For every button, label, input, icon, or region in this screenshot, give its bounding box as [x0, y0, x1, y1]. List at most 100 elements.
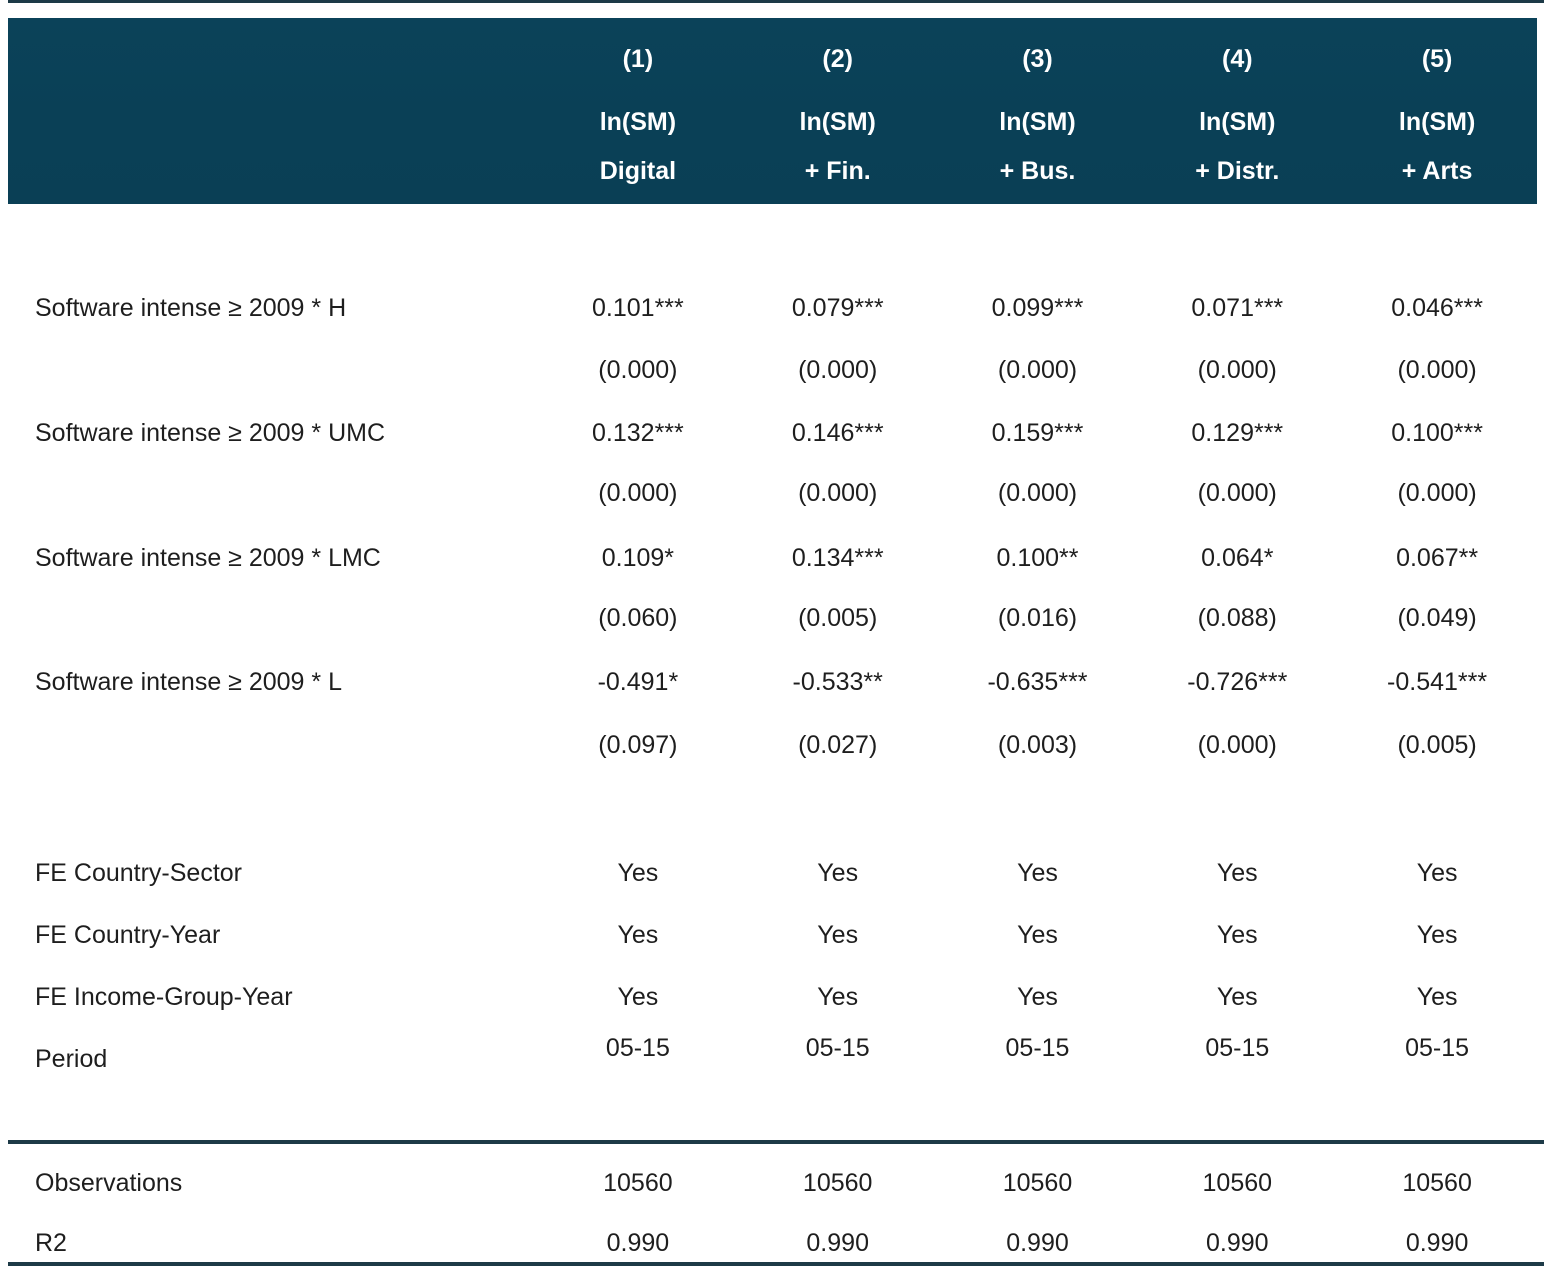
estimate-cell: -0.635***	[987, 668, 1088, 696]
table-row: (0.000) (0.000) (0.000) (0.000) (0.000)	[8, 479, 1537, 507]
spec-value-cell: Yes	[1216, 859, 1258, 887]
table-row: FE Income-Group-Year Yes Yes Yes Yes Yes	[8, 983, 1537, 1011]
table-header: (1) ln(SM) Digital (2) ln(SM) + Fin. (3)…	[8, 18, 1537, 204]
header-col-1: (1) ln(SM) Digital	[538, 18, 738, 204]
pvalue-cell: (0.005)	[1397, 731, 1477, 759]
header-col-2: (2) ln(SM) + Fin.	[738, 18, 938, 204]
stat-value-cell: 10560	[1002, 1169, 1073, 1197]
bottom-rule	[8, 1262, 1544, 1266]
estimate-cell: 0.100***	[1391, 419, 1483, 447]
column-label: + Distr.	[1195, 157, 1280, 185]
estimate-cell: -0.533**	[792, 668, 883, 696]
estimate-cell: 0.101***	[592, 294, 684, 322]
estimate-cell: -0.726***	[1187, 668, 1288, 696]
estimate-cell: 0.159***	[991, 419, 1084, 447]
row-label: FE Country-Year	[35, 921, 221, 949]
table-row: Software intense ≥ 2009 * H 0.101*** 0.0…	[8, 294, 1537, 322]
row-label-empty	[8, 356, 538, 384]
table-row: Software intense ≥ 2009 * LMC 0.109* 0.1…	[8, 544, 1537, 572]
column-number: (3)	[1022, 45, 1053, 73]
estimate-cell: 0.134***	[791, 544, 884, 572]
stat-value-cell: 0.990	[1405, 1229, 1469, 1257]
row-label: Software intense ≥ 2009 * L	[35, 668, 342, 696]
estimate-cell: -0.491*	[597, 668, 679, 696]
stat-value-cell: 0.990	[606, 1229, 670, 1257]
pvalue-cell: (0.016)	[997, 604, 1078, 632]
pvalue-cell: (0.003)	[997, 731, 1078, 759]
stat-value-cell: 10560	[603, 1169, 673, 1197]
pvalue-cell: (0.000)	[1397, 356, 1477, 384]
pvalue-cell: (0.000)	[997, 479, 1078, 507]
pvalue-cell: (0.049)	[1397, 604, 1477, 632]
row-label: FE Country-Sector	[35, 859, 243, 887]
spec-value-cell: Yes	[1416, 983, 1458, 1011]
spec-value-cell: Yes	[817, 921, 859, 949]
spec-value-cell: Yes	[817, 859, 859, 887]
table-row: Software intense ≥ 2009 * L -0.491* -0.5…	[8, 668, 1537, 696]
estimate-cell: 0.067**	[1396, 544, 1479, 572]
pvalue-cell: (0.000)	[1197, 356, 1277, 384]
column-measure: ln(SM)	[1199, 108, 1276, 136]
spec-value-cell: 05-15	[1405, 1034, 1470, 1062]
spec-value-cell: Yes	[1017, 921, 1058, 949]
spec-value-cell: Yes	[1216, 921, 1258, 949]
estimate-cell: 0.146***	[791, 419, 884, 447]
row-label: Software intense ≥ 2009 * LMC	[35, 544, 381, 572]
stat-value-cell: 10560	[1402, 1169, 1472, 1197]
table-row: FE Country-Sector Yes Yes Yes Yes Yes	[8, 859, 1537, 887]
estimate-cell: 0.109*	[601, 544, 675, 572]
column-number: (2)	[822, 45, 853, 73]
pvalue-cell: (0.000)	[1197, 731, 1277, 759]
table-row: Period 05-15 05-15 05-15 05-15 05-15	[8, 1034, 1537, 1073]
stat-value-cell: 10560	[1202, 1169, 1273, 1197]
pvalue-cell: (0.097)	[598, 731, 678, 759]
estimate-cell: 0.099***	[991, 294, 1084, 322]
spec-value-cell: Yes	[617, 983, 659, 1011]
spec-value-cell: Yes	[1017, 983, 1058, 1011]
column-number: (1)	[622, 45, 654, 73]
table-row: Observations 10560 10560 10560 10560 105…	[8, 1169, 1537, 1197]
column-number: (4)	[1222, 45, 1253, 73]
column-label: Digital	[599, 157, 677, 185]
pvalue-cell: (0.027)	[798, 731, 878, 759]
estimate-cell: 0.079***	[791, 294, 884, 322]
pvalue-cell: (0.000)	[1397, 479, 1477, 507]
stat-value-cell: 10560	[802, 1169, 873, 1197]
row-label-empty	[8, 479, 538, 507]
row-label-empty	[8, 731, 538, 759]
column-label: + Bus.	[999, 157, 1076, 185]
stat-value-cell: 0.990	[806, 1229, 869, 1257]
mid-rule	[8, 1140, 1544, 1144]
column-measure: ln(SM)	[1398, 108, 1476, 136]
estimate-cell: 0.071***	[1191, 294, 1284, 322]
estimate-cell: 0.132***	[592, 419, 684, 447]
column-label: + Arts	[1401, 157, 1473, 185]
stat-value-cell: 0.990	[1006, 1229, 1069, 1257]
spec-value-cell: 05-15	[1005, 1034, 1070, 1062]
row-label: Period	[35, 1045, 108, 1073]
spec-value-cell: Yes	[617, 921, 659, 949]
pvalue-cell: (0.000)	[598, 479, 678, 507]
table-row: (0.000) (0.000) (0.000) (0.000) (0.000)	[8, 356, 1537, 384]
top-rule	[8, 0, 1544, 3]
spec-value-cell: Yes	[617, 859, 659, 887]
row-label: Software intense ≥ 2009 * UMC	[35, 419, 385, 447]
spec-value-cell: Yes	[1216, 983, 1258, 1011]
pvalue-cell: (0.000)	[598, 356, 678, 384]
header-col-5: (5) ln(SM) + Arts	[1337, 18, 1537, 204]
spec-value-cell: Yes	[817, 983, 859, 1011]
spec-value-cell: 05-15	[605, 1034, 670, 1062]
estimate-cell: 0.100**	[996, 544, 1079, 572]
pvalue-cell: (0.005)	[798, 604, 878, 632]
column-measure: ln(SM)	[599, 108, 677, 136]
row-label: Observations	[35, 1169, 183, 1197]
header-empty-cell	[8, 18, 538, 204]
row-label-empty	[8, 604, 538, 632]
pvalue-cell: (0.060)	[598, 604, 678, 632]
estimate-cell: -0.541***	[1387, 668, 1488, 696]
pvalue-cell: (0.088)	[1197, 604, 1277, 632]
column-label: + Fin.	[804, 157, 871, 185]
spec-value-cell: 05-15	[1205, 1034, 1270, 1062]
row-label: FE Income-Group-Year	[35, 983, 293, 1011]
